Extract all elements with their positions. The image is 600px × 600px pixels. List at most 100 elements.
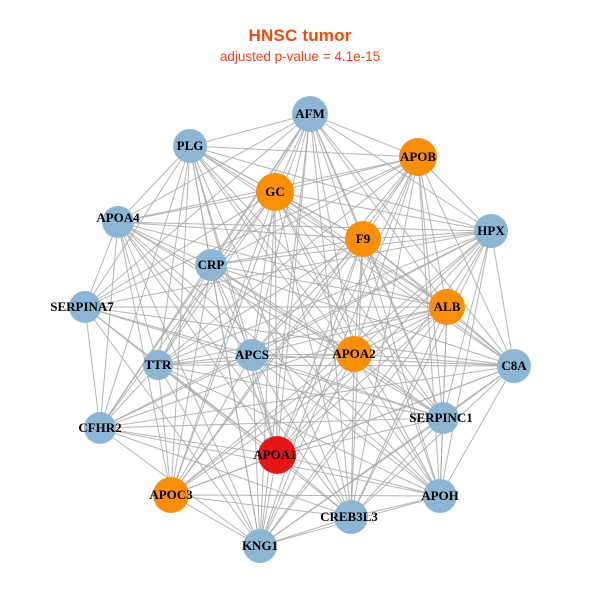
node-layer xyxy=(69,96,531,563)
graph-edge xyxy=(309,113,441,497)
graph-node-kng1[interactable] xyxy=(243,529,277,563)
graph-node-apoa4[interactable] xyxy=(102,206,134,238)
graph-edge xyxy=(353,238,364,355)
graph-edge xyxy=(276,113,311,456)
graph-node-hpx[interactable] xyxy=(474,214,508,248)
graph-edge xyxy=(99,221,119,429)
graph-edge xyxy=(99,365,515,429)
graph-edge xyxy=(84,145,191,308)
graph-edge xyxy=(259,113,311,547)
graph-edge xyxy=(117,221,448,308)
graph-edge xyxy=(274,156,419,193)
graph-edge xyxy=(99,145,191,429)
graph-edge xyxy=(157,364,444,419)
graph-edge xyxy=(309,113,515,367)
graph-node-crp[interactable] xyxy=(195,249,227,281)
graph-edge xyxy=(170,156,419,496)
graph-edge xyxy=(157,264,212,366)
graph-edge xyxy=(276,230,492,456)
graph-edge xyxy=(439,365,515,497)
graph-edge xyxy=(210,264,441,497)
graph-edge xyxy=(350,365,515,518)
graph-edge xyxy=(117,221,441,497)
graph-edge xyxy=(210,238,364,266)
graph-node-creb3l3[interactable] xyxy=(334,500,368,534)
graph-node-apoc3[interactable] xyxy=(153,477,189,513)
graph-edge xyxy=(350,353,355,518)
graph-edge xyxy=(274,191,515,367)
graph-edge xyxy=(189,145,355,355)
graph-edge xyxy=(157,238,364,366)
graph-edge xyxy=(157,364,261,547)
graph-edge xyxy=(99,354,253,429)
graph-edge xyxy=(309,113,444,419)
graph-edge xyxy=(117,221,212,266)
graph-edge xyxy=(170,238,364,496)
graph-edge xyxy=(210,264,515,367)
graph-edge xyxy=(84,191,276,308)
graph-edge xyxy=(84,113,311,308)
graph-edge xyxy=(276,353,355,456)
graph-node-apoh[interactable] xyxy=(423,479,457,513)
graph-node-c8a[interactable] xyxy=(497,349,531,383)
graph-edge xyxy=(259,417,444,547)
graph-edge xyxy=(84,306,515,367)
graph-edge xyxy=(274,191,355,355)
edge-layer xyxy=(84,113,515,547)
graph-node-apoa1[interactable] xyxy=(258,436,296,474)
graph-edge xyxy=(274,191,278,456)
graph-edge xyxy=(362,238,441,497)
graph-edge xyxy=(251,354,441,497)
graph-edge xyxy=(417,156,441,497)
graph-edge xyxy=(274,191,492,232)
graph-node-ttr[interactable] xyxy=(143,350,173,380)
graph-edge xyxy=(117,221,444,419)
graph-edge xyxy=(189,113,311,147)
graph-edge xyxy=(309,113,352,518)
graph-node-apcs[interactable] xyxy=(236,339,268,371)
graph-edge xyxy=(117,145,191,223)
graph-node-afm[interactable] xyxy=(292,96,328,132)
graph-edge xyxy=(362,230,492,240)
graph-edge xyxy=(210,264,355,355)
graph-edge xyxy=(157,364,441,497)
graph-node-apoa2[interactable] xyxy=(336,336,372,372)
graph-edge xyxy=(251,354,515,367)
graph-edge xyxy=(99,417,444,429)
graph-node-gc[interactable] xyxy=(256,173,294,211)
graph-node-alb[interactable] xyxy=(429,289,465,325)
graph-edge xyxy=(210,264,261,547)
graph-edge xyxy=(157,364,352,518)
graph-edge xyxy=(276,306,448,456)
graph-node-plg[interactable] xyxy=(173,129,207,163)
graph-edge xyxy=(189,145,444,419)
graph-edge xyxy=(274,191,352,518)
graph-edge xyxy=(117,221,352,518)
graph-edge xyxy=(84,306,253,356)
graph-edge xyxy=(417,156,515,367)
graph-edge xyxy=(157,364,515,367)
graph-edge xyxy=(170,353,355,496)
graph-edge xyxy=(84,306,101,429)
graph-edge xyxy=(350,417,444,518)
graph-edge xyxy=(309,113,492,232)
graph-edge xyxy=(189,145,441,497)
graph-edge xyxy=(189,145,253,356)
graph-edge xyxy=(157,364,172,496)
graph-edge xyxy=(259,191,276,547)
graph-edge xyxy=(353,156,419,355)
graph-edge xyxy=(251,354,352,518)
graph-node-f9[interactable] xyxy=(345,221,381,257)
graph-edge xyxy=(353,353,515,367)
graph-node-cfhr2[interactable] xyxy=(84,412,116,444)
graph-edge xyxy=(210,264,444,419)
graph-edge xyxy=(251,113,311,356)
graph-edge xyxy=(170,230,492,496)
graph-node-serpina7[interactable] xyxy=(69,291,101,323)
graph-edge xyxy=(210,264,253,356)
graph-edge xyxy=(117,113,311,223)
graph-edge xyxy=(350,238,364,518)
graph-node-apob[interactable] xyxy=(399,138,437,176)
graph-node-serpinc1[interactable] xyxy=(427,402,459,434)
